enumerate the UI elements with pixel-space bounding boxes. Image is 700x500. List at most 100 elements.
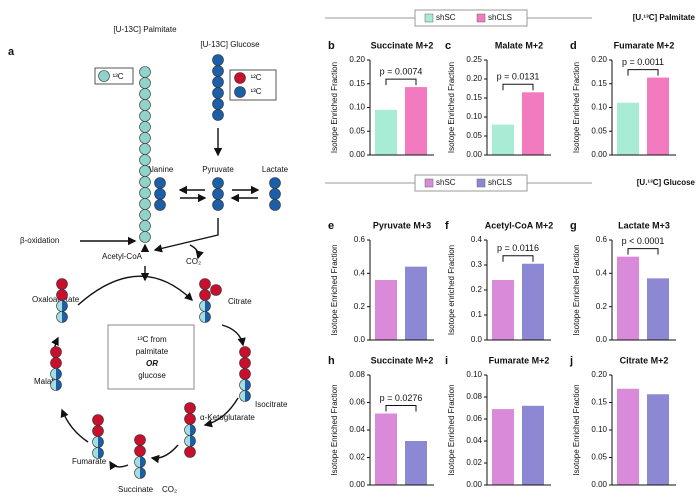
- y-axis-label: Isotope Enriched Fraction: [330, 62, 339, 153]
- carbon: [98, 70, 110, 82]
- carbon: [212, 54, 224, 66]
- y-tick-label: 0.2: [471, 285, 483, 294]
- carbon: [239, 346, 251, 358]
- carbon: [154, 199, 166, 211]
- y-tick-label: 0.0: [354, 335, 366, 344]
- label: Oxaloacetate: [32, 295, 80, 304]
- legend-swatch: [424, 13, 434, 23]
- y-tick-label: 0.08: [349, 370, 365, 379]
- y-tick-label: 0.6: [354, 235, 366, 244]
- panel-letter: f: [445, 220, 449, 232]
- y-tick-label: 0.15: [591, 398, 607, 407]
- carbon: [199, 289, 211, 301]
- carbon: [154, 188, 166, 200]
- arrow: [60, 408, 89, 443]
- label: [U-13C] Glucose: [200, 40, 260, 49]
- label: CO₂: [162, 485, 177, 494]
- y-tick-label: 0.4: [471, 235, 483, 244]
- label: α-Ketoglutarate: [200, 413, 255, 422]
- carbon: [56, 289, 68, 301]
- y-tick-label: 0.15: [466, 93, 482, 102]
- label: Malate: [34, 377, 59, 386]
- section-title: [U.¹³C] Palmitate: [633, 13, 696, 22]
- y-tick-label: 0.20: [591, 370, 607, 379]
- label: Pyruvate: [202, 165, 234, 174]
- bar: [405, 441, 427, 485]
- label: ¹²C: [250, 73, 261, 82]
- bar: [647, 77, 669, 155]
- carbon: [139, 132, 151, 144]
- carbon: [134, 445, 146, 457]
- carbon: [92, 436, 104, 448]
- carbon: [139, 187, 151, 199]
- carbon: [139, 121, 151, 133]
- y-tick-label: 0.20: [349, 55, 365, 64]
- y-tick-label: 0.10: [591, 103, 607, 112]
- y-tick-label: 0.20: [591, 55, 607, 64]
- bar: [375, 413, 397, 485]
- section-title-bg: [592, 10, 698, 26]
- carbon: [139, 231, 151, 243]
- panel-letter: b: [328, 40, 335, 52]
- y-axis-label: Isotope enriched Fraction: [447, 245, 456, 335]
- carbon: [139, 77, 151, 89]
- carbon: [212, 109, 224, 121]
- legend-box: [414, 174, 528, 192]
- carbon: [139, 220, 151, 232]
- carbon: [234, 86, 246, 98]
- arrow: [189, 244, 204, 260]
- panel-letter: d: [570, 40, 577, 52]
- significance-bracket: [627, 248, 659, 255]
- carbon: [139, 176, 151, 188]
- chart-title: Fumarate M+2: [614, 40, 675, 50]
- carbon: [210, 284, 222, 296]
- carbon: [239, 379, 251, 391]
- y-tick-label: 0.1: [471, 310, 483, 319]
- y-tick-label: 0.6: [596, 235, 608, 244]
- label: CO₂: [186, 257, 201, 266]
- carbon: [139, 209, 151, 221]
- bar: [617, 388, 639, 485]
- bar: [492, 124, 514, 155]
- y-tick-label: 0.05: [349, 126, 365, 135]
- carbon: [50, 357, 62, 369]
- bar: [405, 266, 427, 340]
- y-axis-label: Isotope Enriched Fraction: [330, 384, 339, 475]
- panel-letter: i: [445, 355, 448, 367]
- bar: [375, 109, 397, 155]
- bar: [647, 394, 669, 485]
- info-box: [107, 324, 195, 390]
- carbon: [234, 72, 246, 84]
- carbon: [134, 456, 146, 468]
- chart-title: Acetyl-CoA M+2: [485, 220, 553, 230]
- label: Citrate: [228, 297, 252, 306]
- legend-box: [414, 9, 528, 27]
- y-tick-label: 0.4: [596, 268, 608, 277]
- y-tick-label: 0.05: [591, 453, 607, 462]
- y-tick-label: 0.2: [596, 302, 608, 311]
- carbon: [139, 165, 151, 177]
- carbon: [212, 87, 224, 99]
- carbon: [269, 188, 281, 200]
- legend-label: shSC: [436, 178, 456, 187]
- bar: [617, 256, 639, 340]
- carbon: [212, 199, 224, 211]
- carbon: [269, 199, 281, 211]
- carbon: [212, 188, 224, 200]
- label: OR: [146, 359, 158, 368]
- label: β-oxidation: [20, 236, 59, 245]
- y-tick-label: 0.00: [466, 150, 482, 159]
- carbon: [212, 177, 224, 189]
- label: Lactate: [262, 165, 289, 174]
- carbon: [239, 357, 251, 369]
- bar: [617, 102, 639, 155]
- carbon: [92, 447, 104, 459]
- label: Isocitrate: [255, 400, 288, 409]
- carbon: [50, 379, 62, 391]
- carbon: [184, 413, 196, 425]
- label: ¹³C: [112, 72, 123, 81]
- panel-letter: c: [445, 40, 451, 52]
- label: Alanine: [147, 165, 174, 174]
- significance-bracket: [627, 69, 659, 76]
